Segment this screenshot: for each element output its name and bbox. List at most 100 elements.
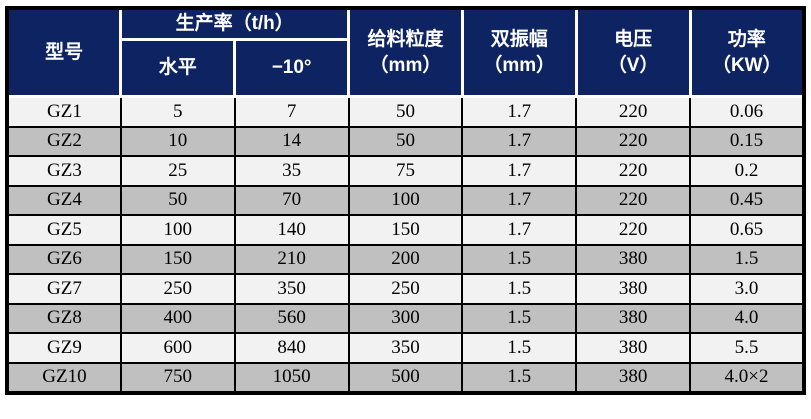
cell-horizontal: 5	[119, 95, 236, 128]
cell-model: GZ7	[6, 273, 122, 305]
cell-feed-size: 150	[347, 214, 464, 246]
cell-horizontal: 250	[119, 273, 236, 305]
cell-model: GZ10	[6, 361, 122, 394]
cell-amplitude: 1.5	[461, 243, 578, 275]
cell-amplitude: 1.7	[461, 214, 578, 246]
cell-voltage: 380	[575, 243, 692, 275]
cell-power: 1.5	[689, 243, 805, 275]
cell-power: 0.65	[689, 214, 805, 246]
cell-feed-size: 50	[347, 125, 464, 157]
header-voltage-line1: 电压	[614, 28, 653, 50]
header-double-amplitude: 双振幅 （mm）	[460, 6, 578, 98]
cell-feed-size: 50	[347, 95, 464, 128]
cell-model: GZ8	[6, 302, 122, 334]
cell-model: GZ6	[6, 243, 122, 275]
cell-feed-size: 500	[347, 361, 464, 394]
cell-power: 3.0	[689, 273, 805, 305]
cell-power: 5.5	[689, 332, 805, 364]
header-incline: −10°	[233, 38, 351, 98]
cell-feed-size: 300	[347, 302, 464, 334]
cell-power: 0.15	[689, 125, 805, 157]
cell-voltage: 220	[575, 214, 692, 246]
cell-horizontal: 50	[119, 184, 236, 216]
header-power-line2: （KW）	[711, 54, 782, 76]
cell-model: GZ2	[6, 125, 122, 157]
cell-model: GZ9	[6, 332, 122, 364]
cell-horizontal: 750	[119, 361, 236, 394]
header-row-sub: 水平 −10°	[7, 38, 804, 98]
table-row: GZ6 150 210 200 1.5 380 1.5	[6, 243, 805, 275]
cell-incline: 35	[233, 155, 350, 187]
cell-incline: 70	[233, 184, 350, 216]
cell-feed-size: 200	[347, 243, 464, 275]
table-row: GZ7 250 350 250 1.5 380 3.0	[6, 273, 805, 305]
cell-power: 4.0×2	[689, 361, 805, 394]
cell-feed-size: 100	[347, 184, 464, 216]
header-double-amplitude-line1: 双振幅	[490, 28, 548, 50]
cell-power: 0.2	[689, 155, 805, 187]
cell-amplitude: 1.5	[461, 273, 578, 305]
cell-amplitude: 1.5	[461, 361, 578, 394]
cell-power: 4.0	[689, 302, 805, 334]
table-row: GZ10 750 1050 500 1.5 380 4.0×2	[6, 361, 805, 394]
cell-horizontal: 10	[119, 125, 236, 157]
cell-incline: 1050	[233, 361, 350, 394]
cell-incline: 14	[233, 125, 350, 157]
cell-incline: 7	[233, 95, 350, 128]
header-power-line1: 功率	[727, 28, 766, 50]
table-header: 型号 生产率（t/h） 给料粒度 （mm） 双振幅 （mm） 电压 （V）	[5, 6, 806, 98]
cell-voltage: 220	[575, 155, 692, 187]
header-voltage-line2: （V）	[607, 54, 659, 76]
table-row: GZ1 5 7 50 1.7 220 0.06	[6, 95, 805, 128]
cell-feed-size: 250	[347, 273, 464, 305]
table-body: GZ1 5 7 50 1.7 220 0.06 GZ2 10 14 50 1.7…	[6, 95, 805, 394]
header-row-group: 型号 生产率（t/h） 给料粒度 （mm） 双振幅 （mm） 电压 （V）	[5, 6, 806, 98]
header-model: 型号	[5, 6, 123, 98]
header-feed-size-line1: 给料粒度	[367, 28, 444, 50]
cell-voltage: 220	[575, 125, 692, 157]
spec-table-container: 型号 生产率（t/h） 给料粒度 （mm） 双振幅 （mm） 电压 （V）	[5, 6, 806, 395]
header-horizontal: 水平	[119, 38, 237, 98]
header-feed-size: 给料粒度 （mm）	[347, 6, 464, 98]
cell-power: 0.06	[689, 95, 805, 128]
table-row: GZ8 400 560 300 1.5 380 4.0	[6, 302, 805, 334]
cell-voltage: 380	[575, 332, 692, 364]
cell-amplitude: 1.7	[461, 184, 578, 216]
cell-amplitude: 1.7	[461, 155, 578, 187]
cell-incline: 140	[233, 214, 350, 246]
cell-voltage: 380	[575, 361, 692, 394]
table-row: GZ5 100 140 150 1.7 220 0.65	[6, 214, 805, 246]
cell-model: GZ3	[6, 155, 122, 187]
vibrating-feeder-spec-table: 型号 生产率（t/h） 给料粒度 （mm） 双振幅 （mm） 电压 （V）	[5, 6, 806, 395]
cell-voltage: 220	[575, 184, 692, 216]
cell-horizontal: 100	[119, 214, 236, 246]
cell-amplitude: 1.5	[461, 332, 578, 364]
cell-incline: 210	[233, 243, 350, 275]
cell-incline: 350	[233, 273, 350, 305]
cell-horizontal: 25	[119, 155, 236, 187]
header-voltage: 电压 （V）	[574, 6, 692, 98]
cell-voltage: 380	[575, 302, 692, 334]
header-feed-size-line2: （mm）	[369, 54, 442, 76]
table-row: GZ4 50 70 100 1.7 220 0.45	[6, 184, 805, 216]
cell-incline: 560	[233, 302, 350, 334]
cell-amplitude: 1.5	[461, 302, 578, 334]
cell-model: GZ1	[6, 95, 122, 128]
header-power: 功率 （KW）	[688, 6, 806, 98]
table-row: GZ2 10 14 50 1.7 220 0.15	[6, 125, 805, 157]
cell-horizontal: 600	[119, 332, 236, 364]
cell-feed-size: 350	[347, 332, 464, 364]
cell-horizontal: 150	[119, 243, 236, 275]
cell-model: GZ5	[6, 214, 122, 246]
cell-power: 0.45	[689, 184, 805, 216]
cell-amplitude: 1.7	[461, 95, 578, 128]
table-row: GZ3 25 35 75 1.7 220 0.2	[6, 155, 805, 187]
cell-horizontal: 400	[119, 302, 236, 334]
table-row: GZ9 600 840 350 1.5 380 5.5	[6, 332, 805, 364]
cell-incline: 840	[233, 332, 350, 364]
header-double-amplitude-line2: （mm）	[483, 54, 556, 76]
header-production-rate-group: 生产率（t/h）	[119, 6, 351, 41]
cell-feed-size: 75	[347, 155, 464, 187]
cell-amplitude: 1.7	[461, 125, 578, 157]
